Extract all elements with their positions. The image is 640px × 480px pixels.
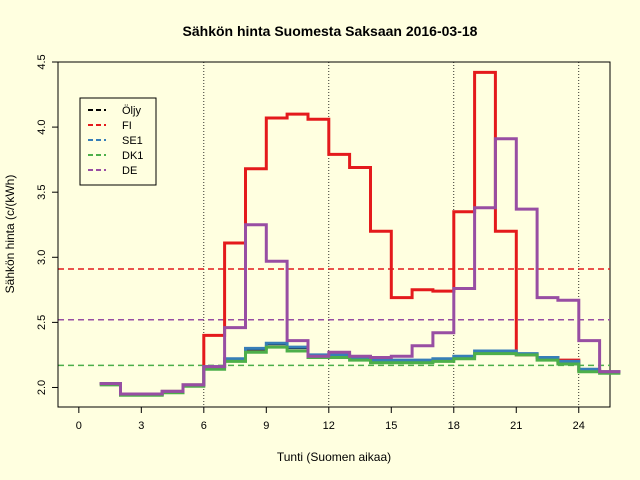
series-line-se1 — [99, 341, 621, 396]
x-tick-label-18: 18 — [448, 420, 460, 432]
legend-box — [79, 97, 157, 186]
x-tick-label-15: 15 — [385, 420, 397, 432]
y-tick-label-3.5: 3.5 — [36, 185, 48, 200]
y-tick-label-2.5: 2.5 — [36, 315, 48, 330]
legend-label-dk1: DK1 — [122, 150, 143, 162]
x-axis: 0 3 6 9 12 15 18 21 24 — [76, 406, 585, 432]
legend-label-se1: SE1 — [122, 135, 143, 147]
chart-title: Sähkön hinta Suomesta Saksaan 2016-03-18 — [183, 23, 478, 39]
x-tick-label-3: 3 — [138, 420, 144, 432]
x-tick-label-12: 12 — [323, 420, 335, 432]
legend-label-öljy: Öljy — [122, 105, 141, 117]
series-lines — [99, 70, 621, 397]
y-tick-label-4.5: 4.5 — [36, 54, 48, 69]
x-tick-label-21: 21 — [510, 420, 522, 432]
series-line-fi — [99, 70, 621, 396]
x-tick-label-0: 0 — [76, 420, 82, 432]
series-line-dk1 — [99, 345, 621, 397]
legend-label-fi: FI — [122, 120, 132, 132]
x-tick-label-9: 9 — [263, 420, 269, 432]
y-tick-label-4.0: 4.0 — [36, 119, 48, 134]
y-axis: 2.0 2.5 3.0 3.5 4.0 4.5 — [36, 54, 59, 395]
x-axis-label: Tunti (Suomen aikaa) — [277, 450, 391, 464]
series-line-öljy — [99, 343, 621, 395]
x-tick-label-6: 6 — [201, 420, 207, 432]
series-line-de — [99, 137, 621, 396]
x-tick-label-24: 24 — [573, 420, 585, 432]
y-tick-label-2.0: 2.0 — [36, 380, 48, 395]
mean-hlines — [58, 268, 610, 367]
legend-label-de: DE — [122, 165, 137, 177]
y-tick-label-3.0: 3.0 — [36, 250, 48, 265]
legend: Öljy FI SE1 DK1 DE — [79, 97, 157, 186]
y-axis-label: Sähkön hinta (c/(kWh) — [3, 175, 17, 294]
